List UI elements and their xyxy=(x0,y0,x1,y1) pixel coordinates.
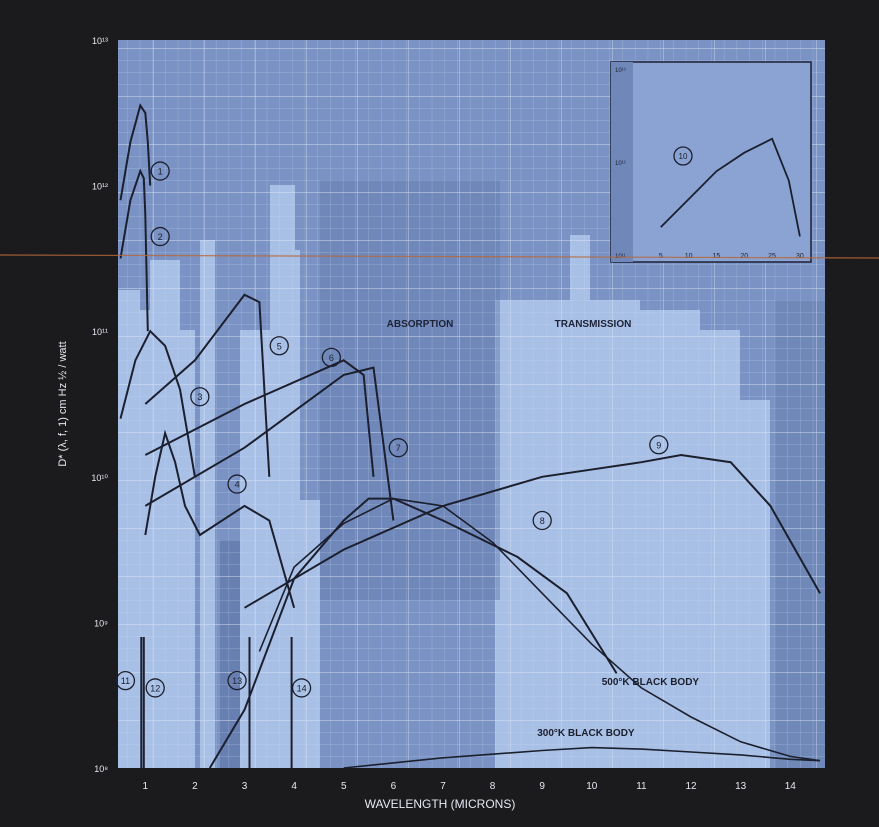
curve-label-circle xyxy=(150,226,170,247)
x-tick-label: 12 xyxy=(685,781,697,792)
inset-absorption-band xyxy=(611,62,633,262)
x-tick-label: 4 xyxy=(291,781,297,792)
curve-label: 8 xyxy=(540,516,545,526)
inset-y-tick-label: 10¹³ xyxy=(615,68,626,74)
curve-line xyxy=(243,453,821,609)
curve-label-circle xyxy=(532,510,552,531)
x-axis-ticks: 1 2 3 4 5 6 7 8 9 10 11 12 13 14 xyxy=(143,781,797,792)
curve-label-circle xyxy=(227,474,247,494)
inset-y-tick-label: 10¹² xyxy=(615,161,626,167)
inset-curve-line xyxy=(660,137,801,237)
inset-chart: 5101520253010¹³10¹²10¹¹ 10 xyxy=(610,61,812,263)
x-tick-label: 9 xyxy=(539,781,545,792)
curve-line xyxy=(119,168,149,332)
x-tick-label: 3 xyxy=(242,781,248,792)
inset-x-tick-label: 20 xyxy=(740,253,748,260)
x-tick-label: 11 xyxy=(636,781,647,792)
inset-curve-label: 10 xyxy=(679,152,688,161)
x-axis-label: WAVELENGTH (MICRONS) xyxy=(365,797,516,811)
x-tick-label: 7 xyxy=(440,781,446,792)
curve-label-circle xyxy=(269,336,289,356)
x-tick-label: 5 xyxy=(341,781,347,792)
y-tick-label: 10⁸ xyxy=(94,764,108,774)
x-tick-label: 8 xyxy=(490,781,496,792)
curve-label: 5 xyxy=(277,341,282,351)
curve-label-circle xyxy=(388,438,408,458)
x-tick-label: 10 xyxy=(586,781,598,792)
inset-curve-group: 10 xyxy=(660,137,801,237)
inset-x-tick-label: 30 xyxy=(796,253,804,260)
curve-line xyxy=(119,329,196,477)
curve-label-circle xyxy=(291,678,312,698)
curve-line xyxy=(208,497,618,769)
x-tick-label: 6 xyxy=(391,781,397,792)
y-tick-label: 10¹¹ xyxy=(92,327,108,337)
curve-line xyxy=(343,746,821,769)
x-tick-label: 2 xyxy=(192,781,198,792)
scan-line xyxy=(0,254,879,259)
y-tick-label: 10¹⁰ xyxy=(91,473,108,483)
curve-line xyxy=(144,359,375,477)
curve-label-circle xyxy=(321,347,341,368)
y-tick-label: 10⁹ xyxy=(94,618,108,628)
inset-background xyxy=(610,61,812,263)
region-label-absorption: ABSORPTION xyxy=(387,319,454,330)
curve-line xyxy=(144,366,395,521)
curve-label: 1 xyxy=(158,167,163,177)
x-tick-label: 14 xyxy=(785,781,797,792)
curve-label: 11 xyxy=(121,676,130,686)
y-tick-label: 10¹² xyxy=(92,182,108,192)
curve-label-circle xyxy=(145,678,165,698)
curve-label: 12 xyxy=(150,683,160,693)
curve-label-circle xyxy=(115,670,136,691)
curve-label: 13 xyxy=(232,676,242,686)
curve-label: 2 xyxy=(158,232,163,242)
inset-x-tick-label: 25 xyxy=(768,253,776,260)
curve-label: 300°K BLACK BODY xyxy=(537,728,635,739)
curve-label: 6 xyxy=(329,353,334,363)
curve-label: 14 xyxy=(297,683,307,693)
curve-label-circle xyxy=(190,387,210,407)
curve-label: 4 xyxy=(235,480,240,490)
curve-label-circle xyxy=(150,161,170,181)
y-axis-label: D* (λ, f, 1) cm Hz ½ / watt xyxy=(57,341,69,466)
inset-x-tick-label: 5 xyxy=(659,253,663,260)
curve-line xyxy=(258,497,821,762)
inset-curve-label-circle xyxy=(673,146,693,166)
x-tick-label: 1 xyxy=(143,781,149,792)
curve-label: 9 xyxy=(656,440,661,450)
region-label-transmission: TRANSMISSION xyxy=(555,319,632,330)
curve-label: 7 xyxy=(396,443,401,453)
curve-line xyxy=(119,103,152,201)
curve-label-circle xyxy=(649,435,669,455)
inset-x-tick-label: 15 xyxy=(713,253,721,260)
inset-x-tick-label: 10 xyxy=(685,253,693,260)
curve-line xyxy=(144,429,296,609)
y-axis-ticks: 10¹³ 10¹² 10¹¹ 10¹⁰ 10⁹ 10⁸ xyxy=(91,36,108,774)
x-tick-label: 13 xyxy=(735,781,747,792)
curve-group xyxy=(119,103,821,769)
curve-label: 500°K BLACK BODY xyxy=(602,677,700,688)
curve-line xyxy=(144,293,271,477)
curve-label: 3 xyxy=(197,392,202,402)
curve-label-circle xyxy=(227,670,247,691)
y-tick-label: 10¹³ xyxy=(92,36,108,46)
